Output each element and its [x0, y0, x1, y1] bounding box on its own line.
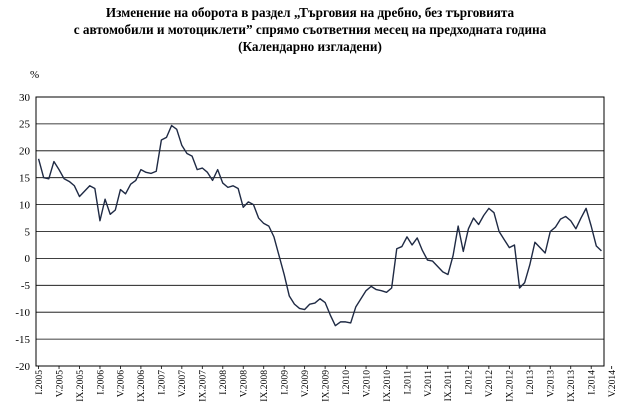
x-tick-label: IX.2013: [566, 370, 577, 402]
x-tick-label: V.2013: [546, 370, 557, 397]
x-tick-label: I.2013: [525, 370, 536, 395]
x-tick-label: I.2005: [34, 370, 45, 395]
y-tick-label: 30: [19, 92, 31, 104]
x-tick-label: IX.2008: [259, 370, 270, 402]
chart-title-line-1: Изменение на оборота в раздел „Търговия …: [105, 5, 515, 20]
x-tick-label: V.2012: [484, 370, 495, 397]
x-tick-label: I.2006: [95, 370, 106, 395]
y-axis-label: %: [30, 69, 39, 81]
x-tick-label: V.2006: [116, 370, 127, 397]
y-tick-label: -5: [21, 280, 31, 292]
x-tick-label: V.2009: [300, 370, 311, 397]
x-tick-label: I.2009: [279, 370, 290, 395]
x-tick-label: IX.2005: [75, 370, 86, 402]
y-tick-label: 15: [19, 173, 31, 185]
x-tick-label: I.2014: [587, 370, 598, 395]
x-tick-label: IX.2010: [382, 370, 393, 402]
y-tick-label: 0: [25, 253, 31, 265]
x-tick-label: V.2008: [239, 370, 250, 397]
grid-lines: [36, 96, 604, 367]
x-tick-label: V.2011: [423, 370, 434, 397]
chart-title: Изменение на оборота в раздел „Търговия …: [0, 4, 620, 55]
y-tick-label: -15: [15, 334, 30, 346]
y-tick-label: 25: [19, 119, 31, 131]
chart-title-line-2: с автомобили и мотоциклети” спрямо съотв…: [73, 22, 547, 37]
y-tick-label: 20: [19, 146, 31, 158]
x-tick-label: IX.2007: [198, 370, 209, 402]
x-tick-label: I.2012: [464, 370, 475, 395]
x-tick-label: IX.2012: [505, 370, 516, 402]
x-tick-label: IX.2011: [443, 370, 454, 402]
y-tick-labels: 30 25 20 15 10 5 0 -5 -10 -15 -20: [15, 92, 30, 373]
chart-title-line-3: (Календарно изгладени): [238, 39, 382, 54]
series-line-0: [37, 124, 602, 327]
x-tick-label: I.2010: [341, 370, 352, 395]
x-tick-label: I.2011: [402, 370, 413, 395]
x-tick-label: V.2007: [177, 370, 188, 397]
x-tick-label: V.2005: [54, 370, 65, 397]
x-tick-labels: I.2005 V.2005 IX.2005 I.2006 V.2006 IX.2006 I.…: [34, 366, 618, 402]
y-tick-label: 5: [25, 226, 31, 238]
x-tick-label: I.2007: [157, 370, 168, 395]
plot-frame: [35, 96, 605, 367]
y-tick-label: 10: [19, 199, 31, 211]
x-tick-label: IX.2009: [320, 370, 331, 402]
x-tick-label: V.2010: [361, 370, 372, 397]
series-group: [37, 124, 602, 327]
y-tick-label: -10: [15, 307, 30, 319]
x-tick-label: IX.2006: [136, 370, 147, 402]
x-tick-label: I.2008: [218, 370, 229, 395]
x-tick-label: V.2014: [607, 370, 618, 397]
y-tick-label: -20: [15, 361, 30, 373]
